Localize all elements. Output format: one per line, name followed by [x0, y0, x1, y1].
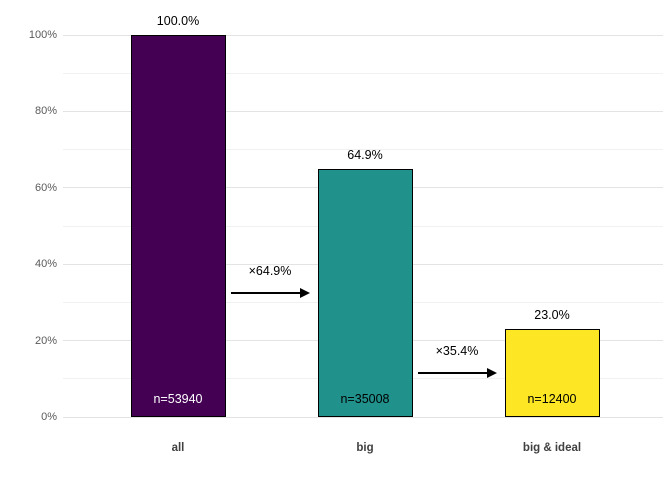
- bar-count-label: n=53940: [153, 392, 203, 406]
- minor-gridline: [63, 149, 663, 151]
- y-axis-tick-label: 0%: [41, 411, 57, 423]
- y-axis-tick-label: 60%: [34, 181, 57, 194]
- x-axis-category-label: big: [356, 442, 374, 454]
- x-axis-category-label: big & ideal: [522, 442, 582, 454]
- bar-all: [130, 35, 226, 417]
- x-axis-category-label: all: [171, 442, 185, 454]
- transition-arrow-head-icon: [486, 368, 497, 379]
- y-axis-tick-label: 20%: [34, 334, 57, 347]
- bar-value-label: 100.0%: [156, 14, 200, 28]
- bar-big-ideal: [504, 329, 600, 417]
- transition-rate-label: ×64.9%: [248, 264, 292, 279]
- y-axis-tick-label: 100%: [28, 29, 57, 41]
- y-axis-tick-label: 40%: [34, 258, 57, 271]
- bar-count-label: n=12400: [527, 392, 577, 406]
- major-gridline: [63, 34, 663, 36]
- bar-value-label: 64.9%: [347, 148, 383, 163]
- transition-arrow-line: [417, 372, 488, 375]
- bar-big: [317, 169, 413, 417]
- transition-arrow-head-icon: [299, 288, 310, 299]
- major-gridline: [63, 416, 663, 418]
- transition-arrow-line: [230, 292, 301, 295]
- bar-value-label: 23.0%: [534, 308, 570, 323]
- y-axis-tick-label: 80%: [34, 105, 57, 118]
- transition-rate-label: ×35.4%: [435, 344, 479, 359]
- bar-count-label: n=35008: [340, 392, 390, 406]
- minor-gridline: [63, 72, 663, 74]
- major-gridline: [63, 110, 663, 112]
